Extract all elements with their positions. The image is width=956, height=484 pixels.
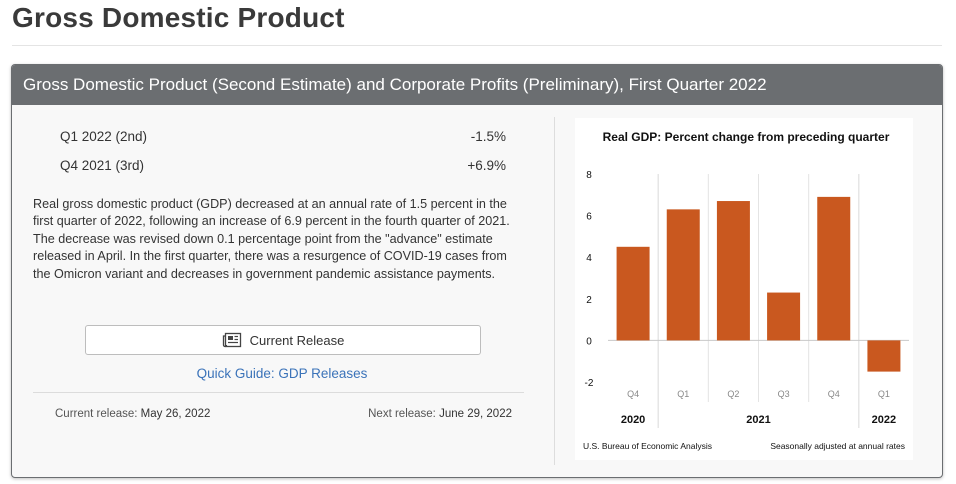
chart-title: Real GDP: Percent change from preceding … (603, 130, 890, 144)
chart-note: Seasonally adjusted at annual rates (770, 441, 905, 451)
newspaper-icon (222, 332, 242, 348)
x-tick-label: Q1 (878, 389, 890, 399)
next-release-date: Next release: June 29, 2022 (368, 408, 512, 420)
title-divider (12, 45, 942, 46)
quick-guide-link[interactable]: Quick Guide: GDP Releases (196, 366, 368, 381)
release-summary: Q1 2022 (2nd) -1.5% Q4 2021 (3rd) +6.9% … (12, 105, 552, 477)
current-release-button[interactable]: Current Release (85, 325, 481, 355)
page-title: Gross Domestic Product (12, 2, 345, 33)
gdp-bar (666, 209, 700, 341)
next-release-label: Next release: (368, 408, 436, 420)
gdp-chart: Real GDP: Percent change from preceding … (575, 118, 913, 460)
stat-row-q1-2022: Q1 2022 (2nd) -1.5% (60, 129, 506, 151)
release-divider (33, 392, 524, 393)
gdp-bar (716, 201, 750, 341)
gdp-bar-chart: Real GDP: Percent change from preceding … (583, 130, 909, 451)
y-tick-label: 4 (586, 253, 592, 264)
gdp-bar (767, 292, 801, 341)
y-tick-label: 0 (586, 336, 592, 347)
year-label: 2020 (621, 414, 645, 426)
x-tick-label: Q2 (727, 389, 739, 399)
y-tick-label: 2 (586, 295, 592, 306)
current-release-value: May 26, 2022 (140, 408, 211, 420)
stat-label: Q4 2021 (3rd) (60, 158, 145, 173)
year-label: 2021 (746, 414, 770, 426)
current-release-label: Current release: (55, 408, 138, 420)
panel-header: Gross Domestic Product (Second Estimate)… (12, 65, 942, 105)
y-tick-label: -2 (585, 378, 594, 389)
gdp-bar (616, 246, 650, 341)
stat-label: Q1 2022 (2nd) (60, 129, 148, 144)
next-release-value: June 29, 2022 (439, 408, 512, 420)
year-label: 2022 (872, 414, 896, 426)
gdp-panel: Gross Domestic Product (Second Estimate)… (11, 64, 943, 478)
current-release-date: Current release: May 26, 2022 (55, 408, 210, 420)
x-tick-label: Q4 (828, 389, 840, 399)
release-description: Real gross domestic product (GDP) decrea… (33, 197, 510, 281)
current-release-label: Current Release (249, 332, 345, 348)
x-tick-label: Q4 (627, 389, 639, 399)
stat-row-q4-2021: Q4 2021 (3rd) +6.9% (60, 158, 506, 180)
x-tick-label: Q1 (677, 389, 689, 399)
stat-value: -1.5% (470, 129, 506, 144)
gdp-bar (817, 196, 851, 341)
stat-value: +6.9% (467, 158, 506, 173)
y-tick-label: 6 (586, 212, 592, 223)
chart-source: U.S. Bureau of Economic Analysis (583, 441, 712, 451)
column-divider (554, 117, 555, 465)
y-tick-label: 8 (586, 170, 592, 181)
x-tick-label: Q3 (778, 389, 790, 399)
gdp-bar (867, 340, 901, 372)
